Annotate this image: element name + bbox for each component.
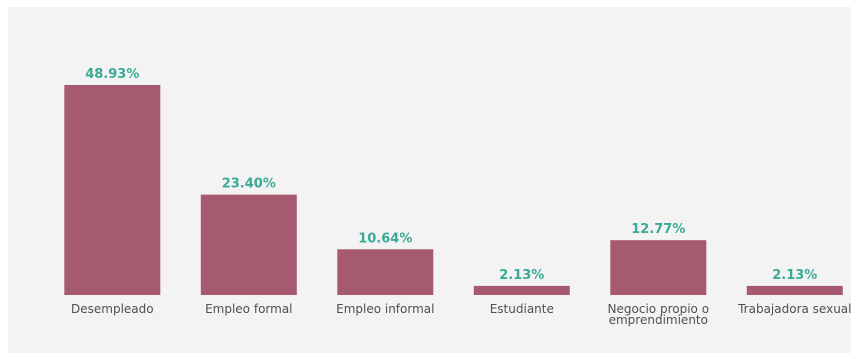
category-label-2: Empleo informal: [336, 302, 434, 316]
value-label-3: 2.13%: [499, 268, 544, 283]
category-label-4: Negocio propio o emprendimiento: [608, 302, 709, 327]
value-label-4: 12.77%: [631, 222, 685, 237]
category-label-5: Trabajadora sexual: [737, 302, 851, 316]
category-label-0: Desempleado: [71, 302, 154, 316]
category-labels-group: Desempleado Empleo formal Empleo informal E…: [71, 302, 851, 327]
bars-group: [64, 85, 843, 295]
bar-3: [473, 285, 570, 295]
value-label-5: 2.13%: [772, 268, 817, 283]
value-label-1: 23.40%: [222, 177, 276, 192]
bar-0: [64, 85, 161, 295]
value-label-2: 10.64%: [358, 231, 412, 246]
bar-4: [610, 240, 707, 295]
bar-1: [200, 194, 297, 295]
bar-5: [746, 285, 843, 295]
bar-2: [337, 249, 434, 295]
value-labels-group: 48.93% 23.40% 10.64% 2.13% 12.77% 2.13%: [85, 67, 817, 283]
category-label-3: Estudiante: [490, 302, 554, 316]
value-label-0: 48.93%: [85, 67, 139, 82]
category-label-1: Empleo formal: [205, 302, 292, 316]
